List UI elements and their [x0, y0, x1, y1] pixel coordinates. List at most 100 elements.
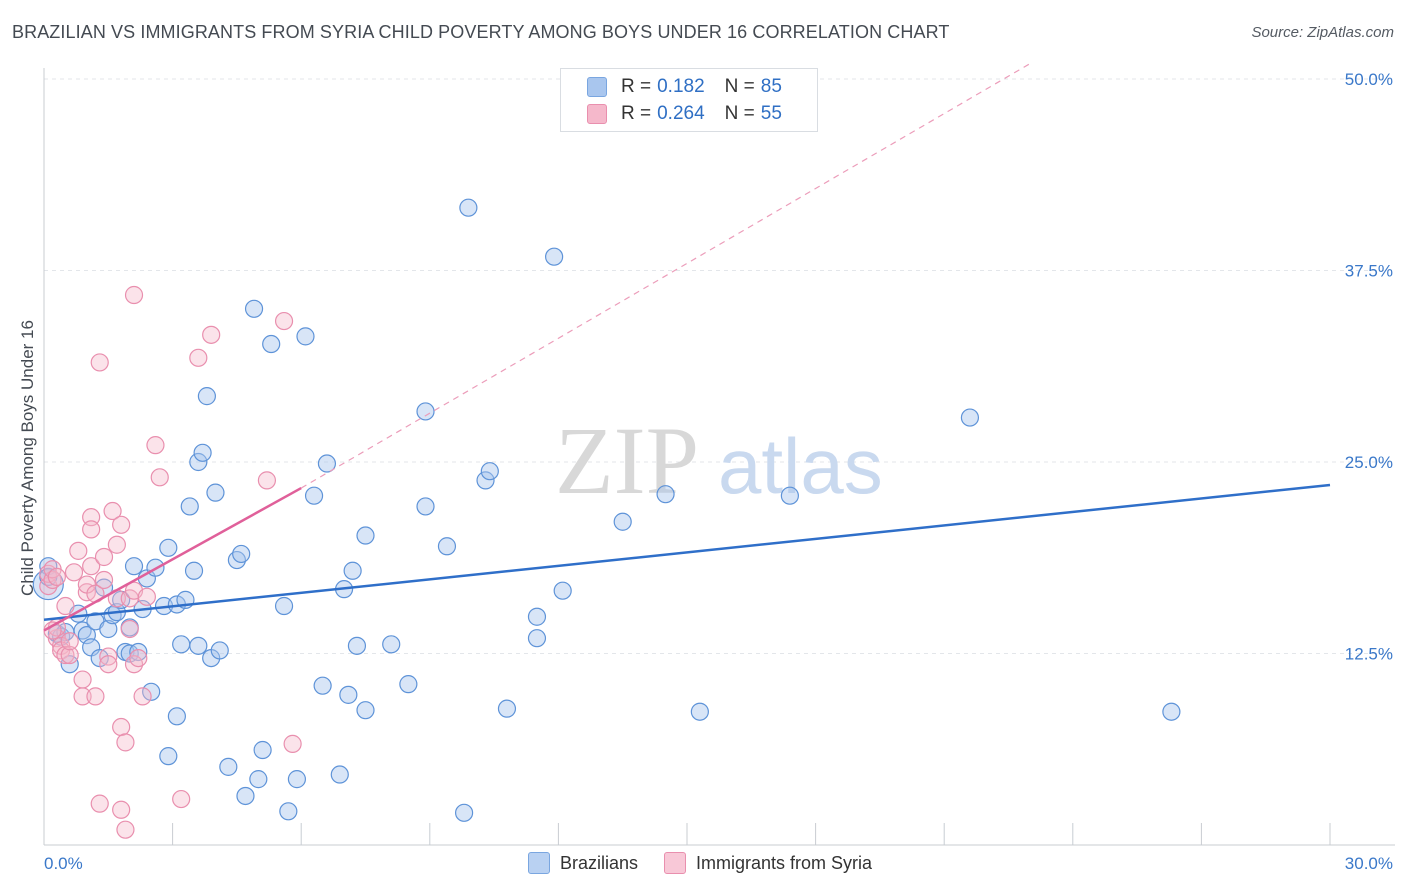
legend-swatch-blue — [587, 77, 607, 97]
legend-swatch-pink — [664, 852, 687, 874]
syria-point — [124, 285, 144, 305]
brazilian-point — [193, 443, 212, 462]
legend-item-syria: Immigrants from Syria — [664, 852, 872, 874]
brazilian-point — [690, 702, 709, 721]
syria-point — [257, 471, 277, 490]
legend-r-value: 0.264 — [657, 103, 705, 124]
legend-n-value: 55 — [760, 103, 782, 124]
y-tick-label: 25.0% — [1345, 453, 1393, 472]
brazilian-point — [382, 635, 401, 654]
brazilian-point — [124, 557, 144, 576]
syria-point — [90, 794, 109, 813]
brazilian-point — [454, 803, 474, 822]
brazilian-point — [960, 408, 980, 427]
brazilian-point — [480, 462, 499, 481]
trend-lines — [43, 63, 1331, 632]
brazilian-point — [232, 544, 251, 564]
syria-point — [120, 619, 139, 639]
brazilian-point — [296, 327, 315, 346]
syria-point — [94, 547, 114, 567]
chart-title: BRAZILIAN VS IMMIGRANTS FROM SYRIA CHILD… — [12, 22, 950, 42]
syria-point — [99, 647, 118, 666]
watermark-zip: ZIP — [555, 407, 699, 514]
brazilian-point — [459, 198, 478, 217]
syria-point — [56, 645, 75, 665]
brazilian-point — [262, 334, 281, 354]
brazilian-point — [219, 757, 238, 776]
brazilian-point — [356, 526, 375, 545]
legend-label-syria: Immigrants from Syria — [696, 852, 873, 873]
brazilian-point — [197, 387, 216, 406]
legend-item-brazilians: Brazilians — [528, 852, 638, 874]
syria-point — [283, 734, 302, 753]
brazilian-point — [189, 636, 208, 655]
axes — [43, 68, 1395, 846]
syria-point — [189, 348, 208, 367]
brazilian-point — [313, 676, 332, 695]
syria-point — [172, 789, 191, 809]
brazilian-point — [780, 486, 799, 505]
brazilian-point — [159, 538, 178, 557]
syria-point — [60, 632, 79, 651]
brazilian-point — [545, 247, 564, 266]
brazilian-point — [416, 497, 435, 516]
syria-point — [94, 570, 114, 590]
brazilian-point — [399, 675, 418, 694]
brazilian-point — [287, 770, 307, 789]
syria-point — [150, 468, 169, 487]
syria-point — [47, 567, 66, 587]
brazilian-point — [347, 636, 367, 655]
y-tick-label: 37.5% — [1345, 262, 1393, 281]
legend-r-label: R = — [621, 103, 652, 124]
brazilian-point — [317, 454, 337, 473]
watermark-atlas: atlas — [718, 422, 883, 510]
grid-lines — [44, 78, 1395, 654]
x-tick-label: 30.0% — [1345, 854, 1393, 873]
brazilian-point — [416, 402, 435, 421]
correlation-legend: R = 0.182 N = 85 R = 0.264 N = 55 — [560, 68, 818, 132]
syria-point — [202, 325, 221, 344]
syria-trend-extension — [300, 63, 1031, 489]
y-axis-label: Child Poverty Among Boys Under 16 — [18, 320, 37, 596]
brazilian-point — [304, 486, 324, 505]
syria-point — [56, 596, 75, 616]
brazilian-point — [172, 635, 191, 654]
syria-point — [133, 687, 152, 706]
brazilian-point — [656, 485, 675, 504]
legend-row-brazilians: R = 0.182 N = 85 — [587, 75, 782, 99]
syria-point — [112, 800, 131, 819]
syria-point — [129, 648, 148, 668]
syria-point — [64, 563, 84, 582]
brazilian-point — [99, 619, 118, 639]
syria-point — [274, 311, 294, 331]
brazilian-point — [553, 581, 572, 600]
brazilian-point — [236, 786, 255, 806]
x-tick-labels: 0.0% 30.0% — [44, 854, 1393, 873]
syria-point — [112, 717, 131, 737]
legend-n-value: 85 — [760, 76, 782, 97]
brazilian-point — [244, 299, 264, 318]
syria-point — [107, 535, 126, 554]
legend-label-brazilians: Brazilians — [560, 852, 639, 873]
legend-n-label: N = — [724, 103, 755, 124]
brazilian-point — [167, 707, 186, 726]
syria-point — [69, 541, 88, 560]
legend-swatch-blue — [528, 852, 550, 874]
syria-point — [103, 501, 122, 521]
syria-point — [99, 655, 118, 674]
legend-row-syria: R = 0.264 N = 55 — [587, 102, 782, 126]
brazilian-point — [356, 701, 375, 720]
y-tick-label: 50.0% — [1345, 70, 1393, 89]
syria-point — [60, 645, 79, 665]
source-credit: Source: ZipAtlas.com — [1251, 24, 1394, 41]
brazilian-point — [330, 765, 349, 784]
legend-r-label: R = — [621, 76, 652, 97]
brazilian-point — [142, 682, 161, 701]
brazilian-point — [527, 629, 547, 648]
brazilian-point — [249, 770, 268, 789]
brazilian-point — [206, 483, 225, 502]
syria-point — [90, 353, 109, 372]
brazilian-point — [274, 596, 294, 616]
brazilian-point — [613, 512, 632, 531]
